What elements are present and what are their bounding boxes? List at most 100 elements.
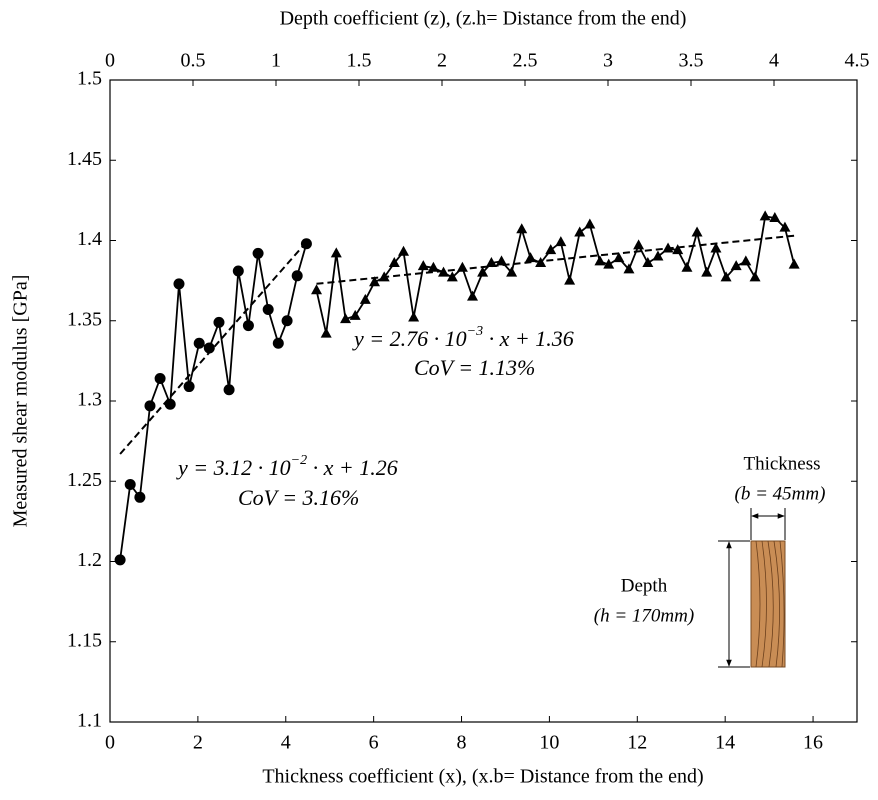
point — [340, 313, 352, 324]
x-tick-label: 14 — [715, 732, 735, 754]
x-tick-label: 16 — [803, 732, 823, 754]
point — [446, 271, 458, 282]
point — [281, 315, 293, 327]
x2-axis-title: Depth coefficient (z), (z.h= Distance fr… — [280, 8, 687, 30]
y-tick-label: 1.15 — [67, 629, 102, 651]
x2-tick-label: 0.5 — [181, 50, 206, 72]
point — [320, 327, 332, 338]
wood-diagram: Thickness (b = 45mm) Depth (h = 170mm) — [594, 453, 826, 668]
point — [311, 284, 323, 295]
y-tick-label: 1.45 — [67, 148, 102, 170]
thickness-value: (b = 45mm) — [735, 483, 826, 504]
point — [262, 304, 274, 316]
x2-tick-label: 1 — [271, 50, 281, 72]
point — [779, 221, 791, 232]
point — [720, 271, 732, 282]
equation: y = 3.12 · 10−2 · x + 1.26 — [176, 453, 398, 480]
point — [769, 212, 781, 223]
depth-value: (h = 170mm) — [594, 605, 694, 626]
point — [642, 256, 654, 267]
point — [232, 265, 244, 277]
point — [408, 311, 420, 322]
x-axis-title: Thickness coefficient (x), (x.b= Distanc… — [262, 766, 703, 788]
eq-part: · x + 1.26 — [307, 455, 398, 480]
point — [681, 261, 693, 272]
eq-exp: −3 — [467, 324, 483, 339]
point — [154, 373, 166, 385]
x-tick-label: 12 — [627, 732, 647, 754]
x2-tick-label: 0 — [105, 50, 115, 72]
annotation: y = 2.76 · 10−3 · x + 1.36 CoV = 1.13% — [352, 324, 574, 380]
point — [183, 381, 195, 393]
trend-line — [119, 241, 308, 455]
point — [623, 263, 635, 274]
eq-part: y = 2.76 · 10 — [352, 326, 467, 351]
x-tick-label: 0 — [105, 732, 115, 754]
point — [252, 247, 264, 259]
cov: CoV = 1.13% — [414, 355, 535, 380]
point — [740, 255, 752, 266]
y-tick-label: 1.2 — [77, 549, 102, 571]
point — [213, 316, 225, 328]
point — [555, 236, 567, 247]
point — [223, 384, 235, 396]
point — [633, 239, 645, 250]
point — [359, 293, 371, 304]
point — [788, 258, 800, 269]
point — [330, 247, 342, 258]
y-tick-label: 1.5 — [77, 68, 102, 90]
x2-tick-label: 2 — [437, 50, 447, 72]
point — [613, 252, 625, 263]
x2-tick-label: 1.5 — [347, 50, 372, 72]
y-tick-label: 1.4 — [77, 228, 102, 250]
y-axis-title: Measured shear modulus [GPa] — [10, 275, 32, 528]
point — [173, 278, 185, 290]
point — [349, 309, 361, 320]
point — [144, 400, 156, 412]
point — [564, 274, 576, 285]
point — [124, 478, 136, 490]
wood-grain — [755, 540, 785, 668]
point — [516, 223, 528, 234]
y-tick-label: 1.35 — [67, 308, 102, 330]
eq-exp: −2 — [291, 453, 307, 468]
point — [710, 242, 722, 253]
point — [574, 226, 586, 237]
point — [525, 252, 537, 263]
point — [427, 261, 439, 272]
x-tick-label: 6 — [369, 732, 379, 754]
point — [467, 290, 479, 301]
x-tick-label: 8 — [457, 732, 467, 754]
point — [759, 210, 771, 221]
point — [701, 266, 713, 277]
y-tick-label: 1.1 — [77, 710, 102, 732]
x2-tick-label: 2.5 — [513, 50, 538, 72]
annotation: y = 3.12 · 10−2 · x + 1.26 CoV = 3.16% — [176, 453, 398, 510]
point — [485, 256, 497, 267]
eq-part: · x + 1.36 — [483, 326, 574, 351]
equation: y = 2.76 · 10−3 · x + 1.36 — [352, 324, 574, 351]
x2-tick-label: 3.5 — [679, 50, 704, 72]
y-tick-label: 1.3 — [77, 389, 102, 411]
point — [506, 266, 518, 277]
eq-part: y = 3.12 · 10 — [176, 455, 291, 480]
point — [114, 554, 126, 566]
point — [672, 244, 684, 255]
point — [496, 255, 508, 266]
point — [652, 250, 664, 261]
point — [730, 260, 742, 271]
point — [134, 491, 146, 503]
x2-tick-label: 4 — [769, 50, 779, 72]
depth-label: Depth — [621, 575, 668, 596]
point — [584, 218, 596, 229]
x-tick-label: 10 — [539, 732, 559, 754]
x2-tick-label: 4.5 — [845, 50, 870, 72]
point — [369, 276, 381, 287]
plot-frame — [109, 79, 858, 723]
point — [388, 256, 400, 267]
point — [477, 266, 489, 277]
y-tick-label: 1.25 — [67, 469, 102, 491]
trend-line — [316, 234, 795, 285]
